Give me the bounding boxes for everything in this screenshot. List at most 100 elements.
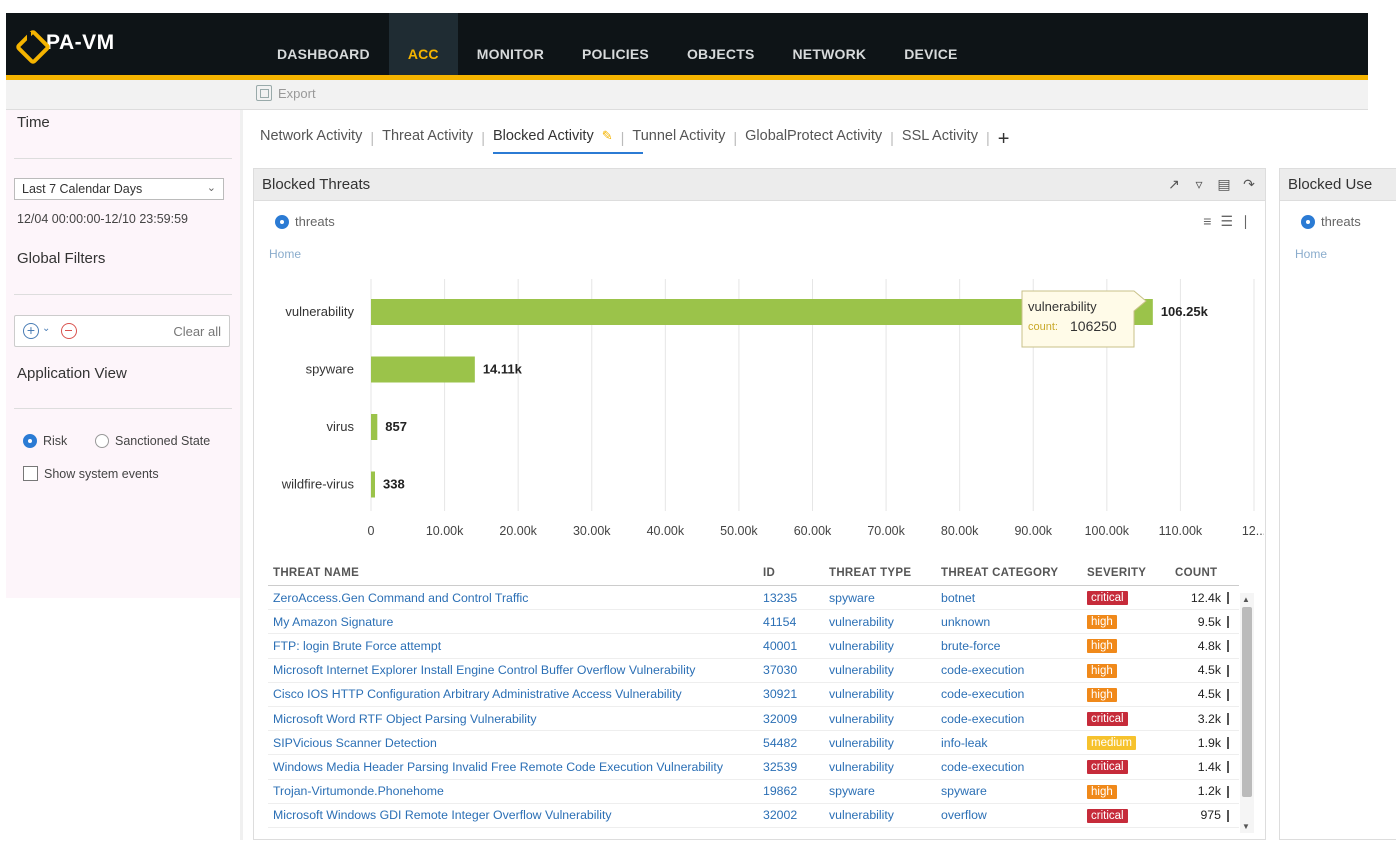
table-row[interactable]: Microsoft Internet Explorer Install Engi… [268, 658, 1239, 683]
scroll-thumb[interactable] [1242, 607, 1252, 797]
threat-category-cell[interactable]: code-execution [936, 754, 1082, 780]
sanctioned-state-radio[interactable]: Sanctioned State [95, 434, 210, 448]
threat-category-cell[interactable]: unknown [936, 609, 1082, 635]
threats-view-radio[interactable]: threats [1301, 214, 1361, 229]
threat-name-cell[interactable]: My Amazon Signature [268, 609, 758, 635]
area-chart-icon[interactable]: ☰ [1220, 213, 1233, 229]
table-row[interactable]: Microsoft Windows GDI Remote Integer Ove… [268, 803, 1239, 828]
app-logo[interactable]: PA-VM [20, 31, 115, 55]
chevron-down-icon[interactable]: ⌄ [42, 323, 51, 334]
col-threat-category[interactable]: THREAT CATEGORY [936, 561, 1082, 586]
time-range-select[interactable]: Last 7 Calendar Days ⌄ [14, 178, 224, 200]
show-system-events-checkbox[interactable]: Show system events [23, 466, 159, 481]
threat-type-cell[interactable]: vulnerability [824, 609, 936, 635]
risk-radio[interactable]: Risk [23, 434, 67, 448]
tab-threat-activity[interactable]: Threat Activity [382, 128, 474, 144]
nav-objects[interactable]: OBJECTS [686, 46, 755, 62]
column-chart-icon[interactable]: ∣ [1242, 213, 1249, 229]
add-filter-icon[interactable]: + [23, 323, 39, 339]
table-row[interactable]: FTP: login Brute Force attempt 40001 vulne… [268, 633, 1239, 659]
bar-wildfire-virus[interactable] [371, 471, 375, 498]
scroll-down-icon[interactable]: ▼ [1242, 822, 1250, 831]
threat-id-cell[interactable]: 32002 [758, 803, 824, 828]
threat-category-cell[interactable]: spyware [936, 779, 1082, 804]
threat-name-cell[interactable]: FTP: login Brute Force attempt [268, 633, 758, 659]
col-threat-type[interactable]: THREAT TYPE [824, 561, 936, 586]
jump-icon[interactable]: ↗ [1168, 176, 1180, 192]
threat-type-cell[interactable]: vulnerability [824, 803, 936, 828]
nav-dashboard[interactable]: DASHBOARD [277, 46, 370, 62]
threat-id-cell[interactable]: 41154 [758, 609, 824, 635]
add-tab-plus-icon[interactable]: + [997, 128, 1010, 150]
threat-id-cell[interactable]: 32539 [758, 754, 824, 780]
nav-network[interactable]: NETWORK [792, 46, 867, 62]
tab-tunnel-activity[interactable]: Tunnel Activity [632, 128, 726, 144]
threat-name-cell[interactable]: ZeroAccess.Gen Command and Control Traff… [268, 585, 758, 611]
table-row[interactable]: Windows Media Header Parsing Invalid Fre… [268, 754, 1239, 780]
nav-monitor[interactable]: MONITOR [476, 46, 545, 62]
threat-id-cell[interactable]: 54482 [758, 730, 824, 756]
filter-icon[interactable]: ▿ [1195, 176, 1203, 192]
threat-type-cell[interactable]: vulnerability [824, 633, 936, 659]
pencil-edit-icon[interactable]: ✎ [601, 128, 613, 143]
threat-name-cell[interactable]: Microsoft Internet Explorer Install Engi… [268, 658, 758, 683]
threat-type-cell[interactable]: vulnerability [824, 754, 936, 780]
threat-type-cell[interactable]: vulnerability [824, 658, 936, 683]
nav-acc[interactable]: ACC [388, 13, 458, 75]
threat-name-cell[interactable]: Microsoft Word RTF Object Parsing Vulner… [268, 706, 758, 732]
threat-id-cell[interactable]: 37030 [758, 658, 824, 683]
tab-globalprotect-activity[interactable]: GlobalProtect Activity [745, 128, 883, 144]
threat-id-cell[interactable]: 13235 [758, 585, 824, 611]
table-row[interactable]: SIPVicious Scanner Detection 54482 vulnera… [268, 730, 1239, 756]
remove-filter-icon[interactable] [61, 323, 77, 339]
threat-type-cell[interactable]: vulnerability [824, 730, 936, 756]
threat-name-cell[interactable]: Windows Media Header Parsing Invalid Fre… [268, 754, 758, 780]
col-severity[interactable]: SEVERITY [1082, 561, 1170, 586]
col-threat-name[interactable]: THREAT NAME [268, 561, 758, 586]
export-widget-icon[interactable]: ↷ [1243, 176, 1255, 192]
tab-blocked-activity[interactable]: Blocked Activity ✎ [487, 124, 643, 154]
bar-spyware[interactable] [371, 356, 475, 383]
threat-category-cell[interactable]: code-execution [936, 658, 1082, 683]
table-scrollbar[interactable]: ▲ ▼ [1240, 593, 1254, 833]
table-row[interactable]: ZeroAccess.Gen Command and Control Traff… [268, 585, 1239, 611]
threat-name-cell[interactable]: Cisco IOS HTTP Configuration Arbitrary A… [268, 682, 758, 707]
table-row[interactable]: Microsoft Word RTF Object Parsing Vulner… [268, 706, 1239, 732]
threat-category-cell[interactable]: code-execution [936, 682, 1082, 707]
bar-chart-icon[interactable]: ≡ [1203, 213, 1212, 229]
home-breadcrumb[interactable]: Home [269, 247, 302, 261]
threat-type-cell[interactable]: vulnerability [824, 706, 936, 732]
threat-category-cell[interactable]: overflow [936, 803, 1082, 828]
threat-id-cell[interactable]: 40001 [758, 633, 824, 659]
threat-type-cell[interactable]: spyware [824, 585, 936, 611]
table-row[interactable]: Cisco IOS HTTP Configuration Arbitrary A… [268, 682, 1239, 707]
threat-category-cell[interactable]: info-leak [936, 730, 1082, 756]
col-count[interactable]: COUNT [1170, 561, 1239, 586]
nav-policies[interactable]: POLICIES [582, 46, 649, 62]
threat-category-cell[interactable]: brute-force [936, 633, 1082, 659]
threat-category-cell[interactable]: code-execution [936, 706, 1082, 732]
export-button[interactable]: Export [256, 85, 316, 101]
sidebar-splitter[interactable] [240, 110, 243, 840]
threat-type-cell[interactable]: spyware [824, 779, 936, 804]
threat-id-cell[interactable]: 32009 [758, 706, 824, 732]
threat-name-cell[interactable]: SIPVicious Scanner Detection [268, 730, 758, 756]
clear-all-link[interactable]: Clear all [173, 324, 221, 339]
table-view-icon[interactable]: ▤ [1217, 176, 1231, 192]
threat-id-cell[interactable]: 19862 [758, 779, 824, 804]
home-breadcrumb[interactable]: Home [1295, 247, 1328, 261]
threat-type-cell[interactable]: vulnerability [824, 682, 936, 707]
table-row[interactable]: Trojan-Virtumonde.Phonehome 19862 spyware s… [268, 779, 1239, 804]
threat-name-cell[interactable]: Trojan-Virtumonde.Phonehome [268, 779, 758, 804]
threat-category-cell[interactable]: botnet [936, 585, 1082, 611]
threat-name-cell[interactable]: Microsoft Windows GDI Remote Integer Ove… [268, 803, 758, 828]
tab-ssl-activity[interactable]: SSL Activity [901, 128, 978, 144]
nav-device[interactable]: DEVICE [904, 46, 958, 62]
col-id[interactable]: ID [758, 561, 824, 586]
scroll-up-icon[interactable]: ▲ [1242, 595, 1250, 604]
tab-network-activity[interactable]: Network Activity [260, 128, 363, 144]
threat-id-cell[interactable]: 30921 [758, 682, 824, 707]
table-row[interactable]: My Amazon Signature 41154 vulnerability unk… [268, 609, 1239, 635]
bar-virus[interactable] [371, 414, 378, 440]
threats-view-radio[interactable]: threats [275, 214, 335, 229]
